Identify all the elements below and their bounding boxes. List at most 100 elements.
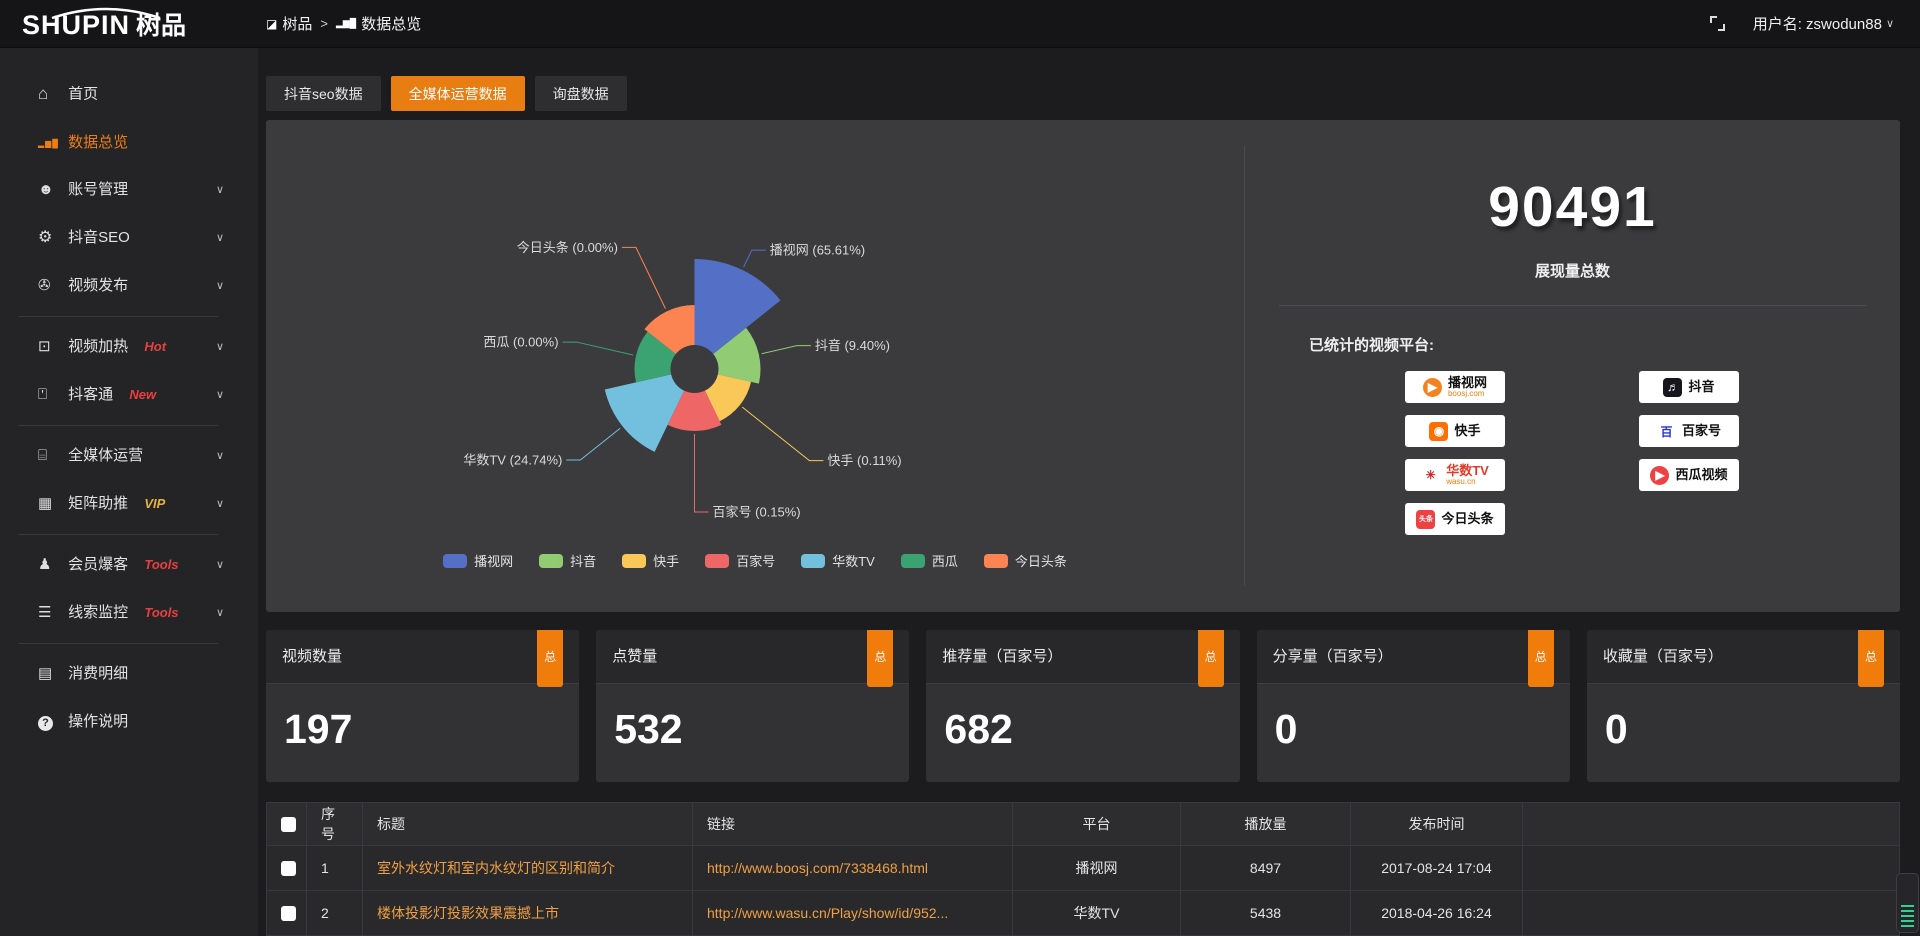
sidebar-item-label: 视频发布 [68,277,129,294]
legend-item[interactable]: 西瓜 [900,551,958,570]
sidebar-item-label: 抖音SEO [68,229,130,246]
total-badge[interactable]: 总 [867,630,894,687]
pie-slice-西瓜[interactable] [634,331,676,383]
cell-title-link[interactable]: 楼体投影灯投影效果震撼上市 [377,905,559,921]
douketong[interactable]: 抖客通 New ∨ [0,371,258,419]
platform-name: 抖音 [1688,379,1715,395]
tab-inquiry-data[interactable]: 询盘数据 [534,76,627,111]
table-row: 2 楼体投影灯投影效果震撼上市 http://www.wasu.cn/Play/… [266,890,1900,936]
platform-badge[interactable]: ♬ 抖音 [1639,371,1739,403]
video-heat[interactable]: 视频加热 Hot ∨ [0,323,258,371]
breadcrumb-page[interactable]: ▂▆█ 数据总览 [336,13,421,34]
legend-swatch [983,553,1008,568]
platform-name: 华数TV [1446,462,1489,478]
platform-logo-icon: ▶ [1422,377,1442,397]
pie-slice-抖音[interactable] [713,327,761,384]
platform-badge[interactable]: ▶ 西瓜视频 [1639,459,1739,491]
total-badge[interactable]: 总 [537,630,564,687]
legend-item[interactable]: 今日头条 [983,551,1067,570]
stat-card: 视频数量 总 197 [266,630,580,782]
scrollbar-grip-icon [1901,905,1914,927]
omni-media[interactable]: 全媒体运营 ∨ [0,432,258,480]
video-publish[interactable]: 视频发布 ∨ [0,262,258,310]
pie-slice-播视网[interactable] [694,259,781,355]
page-scrollbar[interactable] [1896,873,1919,933]
sidebar-item-label: 全媒体运营 [68,447,144,464]
fullscreen-icon[interactable] [1709,16,1725,31]
legend-label: 百家号 [736,554,776,569]
col-header-plays: 播放量 [1180,802,1351,846]
chevron-down-icon[interactable]: ∨ [215,389,224,401]
stat-card-title: 点赞量 [612,647,658,665]
pie-slice-百家号[interactable] [667,390,722,431]
legend-item[interactable]: 抖音 [539,551,596,570]
row-checkbox[interactable] [281,861,296,877]
cell-title-link[interactable]: 室外水纹灯和室内水纹灯的区别和简介 [377,860,615,876]
legend-label: 快手 [653,554,680,569]
expense-detail[interactable]: 消费明细 [0,650,258,698]
chevron-down-icon[interactable]: ∨ [215,184,224,196]
table-header-row: 序号 标题 链接 平台 播放量 发布时间 [266,802,1900,846]
breadcrumb-separator: > [320,16,328,31]
account-manage[interactable]: 账号管理 ∨ [0,166,258,214]
select-all-checkbox[interactable] [281,817,296,833]
pie-slice-华数TV[interactable] [604,374,685,452]
cell-url-link[interactable]: http://www.wasu.cn/Play/show/id/952... [707,905,949,921]
platform-badge[interactable]: ▶ 播视网 boosj.com [1405,371,1505,403]
legend-label: 今日头条 [1014,554,1067,569]
cell-plays: 8497 [1180,845,1351,891]
home[interactable]: 首页 [0,70,258,118]
member-burst[interactable]: 会员爆客 Tools ∨ [0,541,258,589]
pie-label: 抖音 (9.40%) [815,338,890,353]
platform-name: 西瓜视频 [1675,467,1728,483]
legend-item[interactable]: 快手 [622,551,679,570]
sidebar-item-label: 线索监控 [68,604,129,621]
platform-badge[interactable]: ◉ 快手 [1405,415,1505,447]
chevron-down-icon[interactable]: ∨ [215,559,224,571]
chevron-down-icon[interactable]: ∨ [215,498,224,510]
breadcrumb-page-label: 数据总览 [361,16,422,33]
chevron-down-icon[interactable]: ∨ [215,450,224,462]
chevron-down-icon[interactable]: ∨ [215,607,224,619]
pie-label: 西瓜 (0.00%) [483,335,558,350]
row-checkbox[interactable] [281,906,296,922]
total-badge[interactable]: 总 [1197,630,1224,687]
matrix-boost[interactable]: 矩阵助推 VIP ∨ [0,480,258,528]
lead-monitor[interactable]: 线索监控 Tools ∨ [0,589,258,637]
chevron-down-icon[interactable]: ∨ [215,341,224,353]
platform-badge[interactable]: ✳ 华数TV wasu.cn [1405,459,1505,491]
help[interactable]: 操作说明 [0,698,258,746]
platform-logo-icon: ◉ [1429,421,1449,441]
platform-badge[interactable]: 百 百家号 [1639,415,1739,447]
pie-label-line [566,427,621,461]
total-badge[interactable]: 总 [1527,630,1554,687]
cell-url-link[interactable]: http://www.boosj.com/7338468.html [707,860,929,876]
user-menu[interactable]: 用户名: zswodun88 ∨ [1753,13,1894,34]
chevron-down-icon[interactable]: ∨ [215,232,224,244]
total-badge[interactable]: 总 [1858,630,1885,687]
videos-table: 序号 标题 链接 平台 播放量 发布时间 1 室外水纹灯和室内水纹灯的区别和简介… [266,802,1900,936]
stat-card-title: 视频数量 [282,647,343,665]
chevron-down-icon[interactable]: ∨ [215,280,224,292]
tab-douyin-seo-data[interactable]: 抖音seo数据 [266,76,381,111]
pie-label-line [761,345,811,355]
pie-label: 百家号 (0.15%) [713,505,801,520]
legend-item[interactable]: 百家号 [705,551,775,570]
legend-item[interactable]: 播视网 [443,551,513,570]
stat-card-value: 0 [1604,706,1628,752]
overview-panel: 播视网 (65.61%) 抖音 (9.40%) 快手 (0.11%) 百家号 (0.1… [266,120,1900,612]
sidebar-divider [18,643,218,644]
platform-badge[interactable]: 头条 今日头条 [1405,503,1505,535]
pie-slice-快手[interactable] [704,374,752,422]
gear-icon [38,214,64,262]
breadcrumb-app[interactable]: ◪ 树品 [266,13,312,34]
pie-slice-今日头条[interactable] [644,305,695,355]
douyin-seo[interactable]: 抖音SEO ∨ [0,214,258,262]
legend-item[interactable]: 华数TV [801,551,875,570]
tab-omnimedia-data[interactable]: 全媒体运营数据 [390,76,525,111]
data-overview[interactable]: 数据总览 [0,118,258,166]
logo-arc [51,7,161,19]
app-square-icon: ◪ [266,16,278,31]
col-header-platform: 平台 [1012,802,1181,846]
sidebar-item-label: 操作说明 [68,713,129,730]
